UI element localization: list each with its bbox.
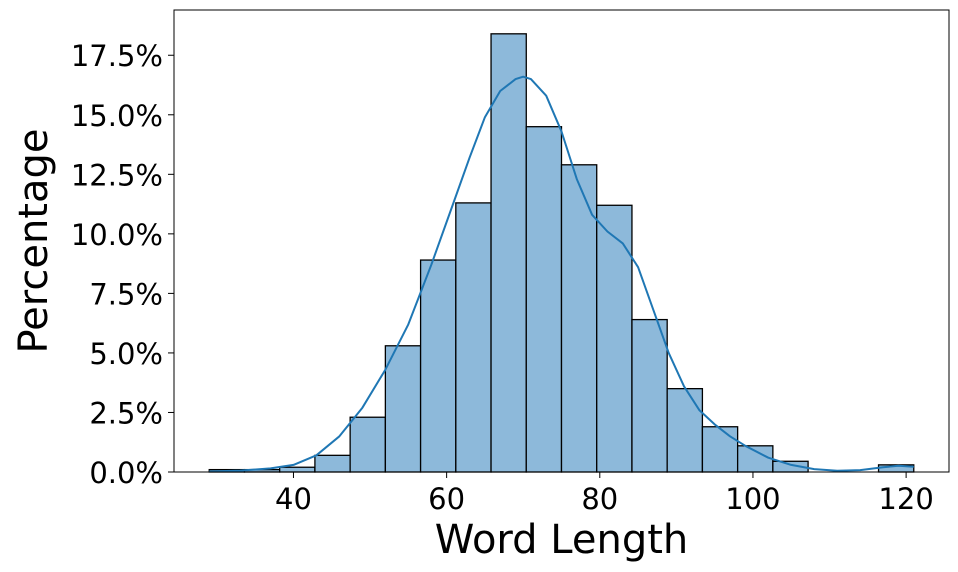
histogram-bar: [631, 318, 668, 473]
histogram-bars: [208, 33, 915, 473]
x-axis-ticks: 40 60 80 100 120: [275, 472, 934, 516]
y-tick-label: 2.5%: [89, 396, 163, 430]
histogram-bar: [419, 259, 457, 473]
histogram-bar: [701, 426, 739, 473]
kde-curve: [209, 75, 914, 473]
histogram-bar: [525, 126, 563, 473]
x-tick-label: 100: [725, 482, 780, 516]
plot-area-frame: [173, 9, 950, 473]
histogram-bar: [596, 204, 633, 473]
histogram-bar: [666, 387, 704, 473]
y-axis-ticks: 0.0% 2.5% 5.0% 7.5% 10.0% 12.5% 15.0% 17.5%: [71, 39, 174, 490]
x-tick-label: 80: [581, 482, 618, 516]
histogram-bar: [490, 33, 527, 473]
histogram-bar: [279, 466, 316, 473]
histogram-bar: [384, 345, 422, 473]
histogram-bar: [736, 445, 774, 473]
y-axis-title: Percentage: [11, 128, 57, 353]
x-tick-label: 60: [428, 482, 465, 516]
histogram-bar: [349, 416, 387, 473]
y-tick-label: 7.5%: [89, 277, 163, 311]
x-tick-label: 40: [275, 482, 312, 516]
y-tick-label: 17.5%: [71, 39, 163, 73]
y-tick-label: 12.5%: [71, 158, 163, 192]
histogram-bar: [314, 454, 351, 473]
x-axis-title: Word Length: [435, 517, 689, 563]
y-tick-label: 10.0%: [71, 218, 163, 252]
y-tick-label: 0.0%: [89, 456, 163, 490]
y-tick-label: 5.0%: [89, 337, 163, 371]
y-tick-label: 15.0%: [71, 99, 163, 133]
histogram-bar: [455, 202, 492, 473]
x-tick-label: 120: [878, 482, 933, 516]
